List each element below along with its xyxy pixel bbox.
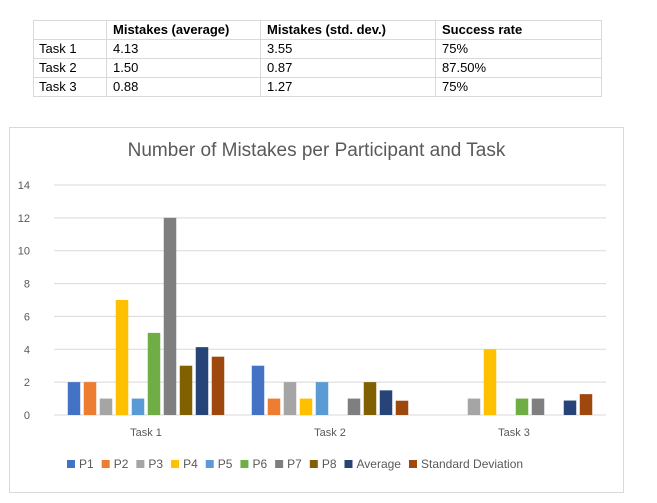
legend-swatch: [171, 460, 180, 468]
bar-p8: [179, 365, 193, 415]
bar-p3: [283, 382, 297, 415]
legend-swatch: [275, 460, 284, 468]
bar-p6: [515, 398, 529, 415]
table-row: Task 1 4.13 3.55 75%: [33, 39, 602, 59]
bar-p7: [163, 217, 177, 415]
table-header-row: Mistakes (average) Mistakes (std. dev.) …: [33, 20, 602, 40]
bar-p4: [115, 300, 129, 415]
y-tick-label: 10: [18, 246, 30, 258]
bar-p7: [347, 398, 361, 415]
bar-p3: [467, 398, 481, 415]
legend-swatch: [408, 460, 417, 468]
legend-label: P4: [183, 457, 198, 471]
bar-p6: [147, 332, 161, 415]
legend-label: P2: [114, 457, 129, 471]
y-tick-label: 8: [24, 279, 30, 291]
x-category-label: Task 2: [314, 427, 346, 439]
table-cell: 0.88: [106, 77, 261, 97]
bar-p1: [251, 365, 265, 415]
legend-swatch: [309, 460, 318, 468]
legend-swatch: [240, 460, 249, 468]
table-cell: 1.50: [106, 58, 261, 78]
table-cell: 0.87: [260, 58, 436, 78]
bar-p4: [483, 349, 497, 415]
bar-chart: 0 2 4 6 8 10 12 14 Task 1 Task 2 Task 3 P1 P2 P3 P4 P5 P…: [18, 180, 606, 471]
bar-p2: [267, 398, 281, 415]
bar-p5: [315, 382, 329, 415]
legend-label: P5: [218, 457, 233, 471]
legend-swatch: [67, 460, 75, 468]
x-category-label: Task 3: [498, 427, 530, 439]
bar-p2: [83, 382, 97, 415]
legend-label: P3: [148, 457, 163, 471]
table-header-cell: Mistakes (std. dev.): [260, 20, 436, 40]
y-tick-label: 2: [24, 377, 30, 389]
table-cell: 1.27: [260, 77, 436, 97]
table-row: Task 3 0.88 1.27 75%: [33, 77, 602, 97]
table-header-cell: Success rate: [435, 20, 602, 40]
bar-average: [563, 400, 577, 415]
chart-title: Number of Mistakes per Participant and T…: [127, 140, 506, 161]
y-tick-label: 6: [24, 311, 30, 323]
y-tick-label: 0: [24, 410, 30, 422]
y-tick-label: 4: [24, 344, 30, 356]
bar-standard-deviation: [579, 394, 593, 415]
y-tick-label: 12: [18, 213, 30, 225]
legend-label: P6: [252, 457, 267, 471]
legend-label: P8: [322, 457, 337, 471]
table-header-cell: [33, 20, 107, 40]
table-cell: 75%: [435, 77, 602, 97]
legend-swatch: [101, 460, 110, 468]
bar-p1: [67, 382, 81, 415]
table-row-label: Task 2: [33, 58, 107, 78]
chart-area: 0 2 4 6 8 10 12 14 Task 1 Task 2 Task 3 P1 P2 P3 P4 P5 P…: [9, 127, 624, 493]
table-cell: 3.55: [260, 39, 436, 59]
bar-p8: [363, 382, 377, 415]
bar-average: [195, 347, 209, 415]
legend-swatch: [136, 460, 145, 468]
legend-label: Average: [357, 457, 402, 471]
legend-swatch: [344, 460, 353, 468]
x-category-label: Task 1: [130, 427, 162, 439]
table-header-cell: Mistakes (average): [106, 20, 261, 40]
legend-swatch: [205, 460, 214, 468]
legend-label: P1: [79, 457, 94, 471]
bar-p4: [299, 398, 313, 415]
bar-average: [379, 390, 393, 415]
table-row-label: Task 3: [33, 77, 107, 97]
y-tick-label: 14: [18, 180, 30, 192]
bar-p3: [99, 398, 113, 415]
bar-p7: [531, 398, 545, 415]
bar-standard-deviation: [211, 356, 225, 415]
summary-table: Mistakes (average) Mistakes (std. dev.) …: [33, 20, 602, 97]
table-row: Task 2 1.50 0.87 87.50%: [33, 58, 602, 78]
table-row-label: Task 1: [33, 39, 107, 59]
bar-p5: [131, 398, 145, 415]
table-cell: 75%: [435, 39, 602, 59]
table-cell: 87.50%: [435, 58, 602, 78]
legend-label: P7: [287, 457, 302, 471]
bar-standard-deviation: [395, 400, 409, 415]
legend-label: Standard Deviation: [421, 457, 523, 471]
table-cell: 4.13: [106, 39, 261, 59]
